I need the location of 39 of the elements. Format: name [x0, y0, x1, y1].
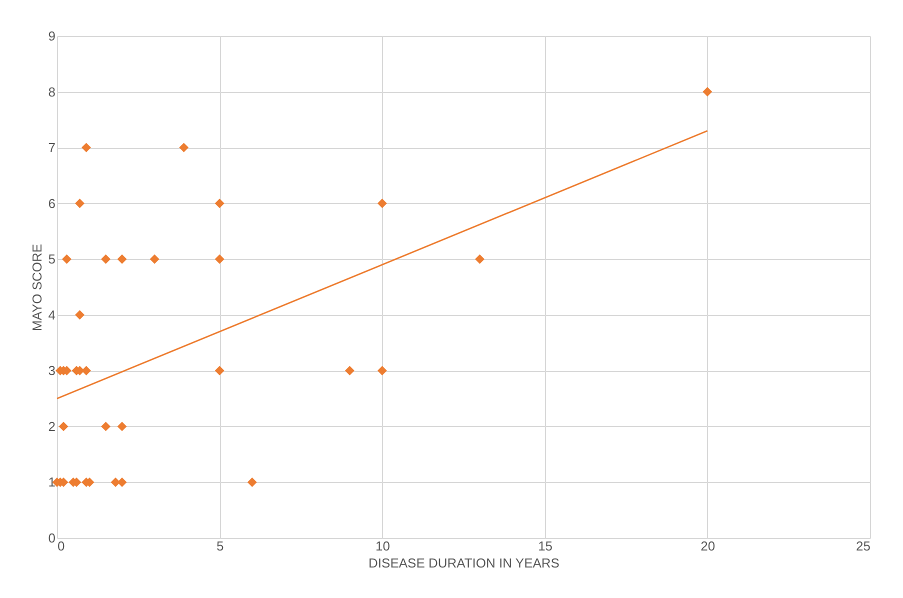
point [75, 310, 85, 320]
point [117, 477, 127, 487]
point [82, 366, 92, 376]
x-tick-label: 20 [700, 538, 716, 554]
x-tick-label: 0 [58, 538, 65, 554]
y-tick-label: 2 [48, 418, 56, 434]
x-tick-label: 5 [216, 538, 224, 554]
x-axis-title: DISEASE DURATION IN YEARS [368, 556, 560, 570]
y-tick-label: 8 [48, 84, 56, 100]
point [377, 198, 387, 208]
y-tick-label: 7 [48, 140, 56, 156]
y-tick-label: 1 [48, 474, 56, 490]
point [344, 366, 354, 376]
point [75, 198, 85, 208]
y-tick-label: 3 [48, 363, 56, 378]
point [117, 254, 127, 264]
y-tick-label: 5 [48, 252, 56, 267]
point [247, 477, 257, 487]
point [101, 422, 111, 432]
point [702, 87, 712, 97]
y-tick-label: 9 [48, 28, 56, 44]
x-tick-label: 10 [375, 538, 390, 554]
x-tick-label: 15 [538, 538, 553, 554]
point [214, 366, 224, 376]
point [150, 254, 160, 264]
point [214, 254, 224, 264]
point [82, 142, 92, 152]
x-tick-label: 25 [856, 538, 870, 554]
point [179, 142, 189, 152]
point [117, 422, 127, 432]
point [101, 254, 111, 264]
point [377, 366, 387, 376]
point [214, 198, 224, 208]
y-axis-title: MAYO SCORE [29, 244, 44, 332]
y-tick-label: 4 [48, 307, 56, 322]
point [475, 254, 485, 264]
point [62, 254, 72, 264]
y-tick-label: 6 [48, 196, 56, 211]
point [58, 422, 68, 432]
